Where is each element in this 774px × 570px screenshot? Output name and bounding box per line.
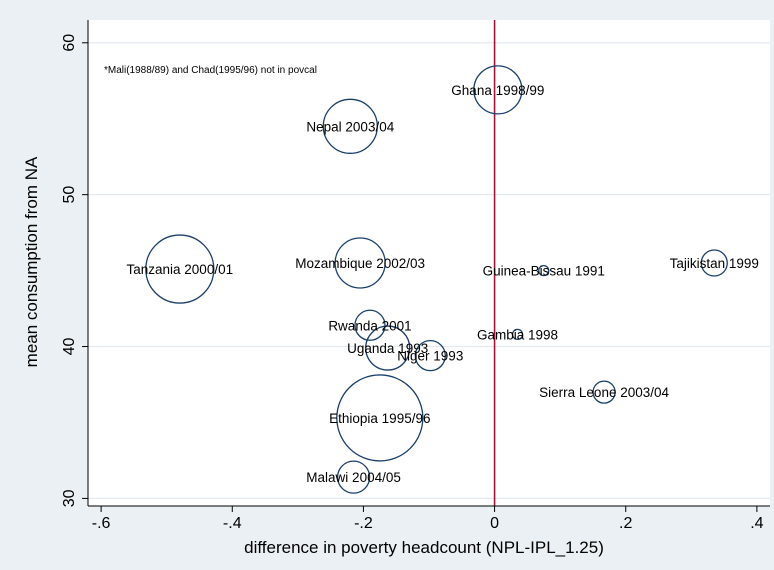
y-tick-label: 60 <box>61 34 78 52</box>
x-axis-label: difference in poverty headcount (NPL-IPL… <box>244 538 604 557</box>
y-tick-label: 50 <box>61 186 78 204</box>
data-marker <box>365 325 411 371</box>
data-label: Mozambique 2002/03 <box>295 256 425 271</box>
chart-note: *Mali(1988/89) and Chad(1995/96) not in … <box>104 65 317 76</box>
data-marker <box>700 249 728 277</box>
data-label: Uganda 1993 <box>347 341 428 356</box>
data-marker <box>511 328 524 341</box>
data-marker <box>354 309 386 341</box>
data-marker <box>336 460 371 494</box>
data-labels: Ghana 1998/99 Nepal 2003/04 Tanzania 2000/… <box>127 83 759 485</box>
y-tick-label: 40 <box>61 338 78 356</box>
x-tick-label: .2 <box>619 515 632 532</box>
data-label: Guinea-Bissau 1991 <box>483 264 605 279</box>
data-marker <box>334 237 386 289</box>
gridlines <box>88 42 770 500</box>
y-tick-label: 30 <box>61 489 78 507</box>
data-markers <box>145 65 728 494</box>
data-marker <box>592 380 616 404</box>
data-label: Sierra Leone 2003/04 <box>539 385 669 400</box>
data-label: Tanzania 2000/01 <box>127 262 234 277</box>
data-label: Rwanda 2001 <box>328 318 411 333</box>
x-tick-label: -.6 <box>92 515 111 532</box>
data-marker <box>473 65 523 115</box>
x-tick-label: -.4 <box>223 515 242 532</box>
data-marker <box>322 98 378 154</box>
data-label: Ghana 1998/99 <box>451 83 544 98</box>
x-tick-label: .4 <box>750 515 763 532</box>
x-tick-label: -.2 <box>354 515 373 532</box>
data-label: Gambia 1998 <box>477 327 558 342</box>
x-tick-label: 0 <box>490 515 499 532</box>
plot-area <box>88 20 770 506</box>
data-marker <box>414 339 446 372</box>
y-axis-label: mean consumption from NA <box>22 156 41 367</box>
data-label: Niger 1993 <box>397 349 463 364</box>
data-marker <box>145 234 215 304</box>
data-marker <box>336 374 424 462</box>
data-label: Nepal 2003/04 <box>306 119 394 134</box>
data-label: Malawi 2004/05 <box>306 470 401 485</box>
data-label: Tajikistan 1999 <box>670 256 759 271</box>
data-label: Ethiopia 1995/96 <box>329 411 430 426</box>
data-marker <box>538 264 550 277</box>
axes: 30 40 50 60 -.6 -.4 -.2 0 .2 .4 <box>61 20 770 532</box>
